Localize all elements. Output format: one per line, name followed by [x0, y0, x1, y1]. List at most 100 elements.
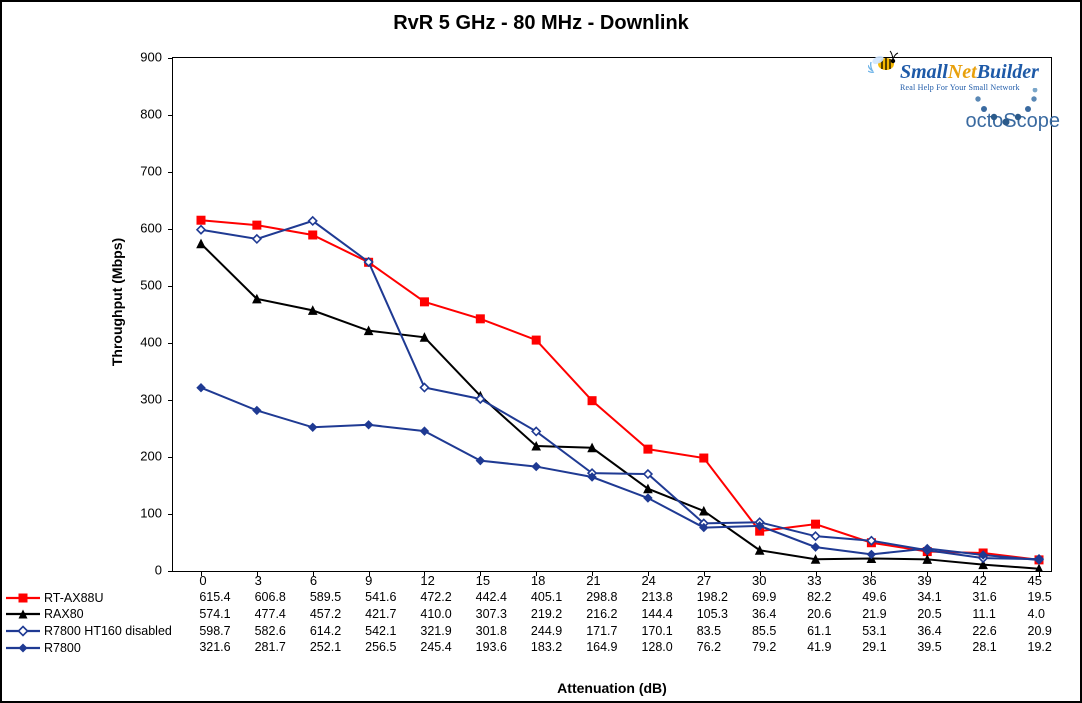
y-tick-label: 600 — [122, 221, 162, 236]
series-marker-rt-ax88u — [420, 298, 428, 306]
y-tick-label: 900 — [122, 50, 162, 65]
x-category-cell: 6 — [310, 572, 365, 589]
legend-label: R7800 — [44, 641, 81, 655]
data-cell: 606.8 — [255, 589, 310, 606]
data-cell: 216.2 — [586, 606, 641, 623]
snb-text-small: Small — [900, 61, 948, 83]
octoscope-logo: octoScope — [872, 110, 1062, 133]
series-marker-r7800 — [644, 494, 652, 502]
series-marker-rt-ax88u — [197, 216, 205, 224]
series-marker-rax80 — [197, 240, 205, 248]
data-cell: 589.5 — [310, 589, 365, 606]
legend-swatch-rt-ax88u — [6, 591, 40, 605]
series-marker-r7800-ht160-disabled — [812, 532, 820, 540]
data-cell: 11.1 — [972, 606, 1027, 623]
x-category-cell: 12 — [420, 572, 475, 589]
data-cell: 198.2 — [697, 589, 752, 606]
legend-label: RAX80 — [44, 607, 84, 621]
series-marker-rt-ax88u — [253, 221, 261, 229]
data-cell: 252.1 — [310, 639, 365, 656]
series-marker-r7800-ht160-disabled — [476, 395, 484, 403]
series-marker-r7800 — [812, 543, 820, 551]
legend-swatch-r7800-ht160-disabled — [6, 624, 40, 638]
data-cell: 41.9 — [807, 639, 862, 656]
y-tick-label: 700 — [122, 164, 162, 179]
snb-text-net: Net — [948, 61, 977, 83]
chart-frame: RvR 5 GHz - 80 MHz - Downlink Throughput… — [0, 0, 1082, 703]
octoscope-dots-icon — [956, 88, 1056, 128]
data-table: 0369121518212427303336394245RT-AX88U615.… — [4, 572, 1052, 656]
legend-cell-r7800-ht160-disabled: R7800 HT160 disabled — [4, 622, 199, 639]
data-cell: 82.2 — [807, 589, 862, 606]
data-cell: 85.5 — [752, 622, 807, 639]
x-category-cell: 3 — [255, 572, 310, 589]
data-cell: 21.9 — [862, 606, 917, 623]
series-marker-r7800 — [476, 457, 484, 465]
series-marker-r7800 — [420, 427, 428, 435]
data-cell: 31.6 — [972, 589, 1027, 606]
data-cell: 61.1 — [807, 622, 862, 639]
y-tick-label: 800 — [122, 107, 162, 122]
y-tick-mark — [168, 286, 173, 287]
chart-title: RvR 5 GHz - 80 MHz - Downlink — [2, 12, 1080, 35]
data-cell: 69.9 — [752, 589, 807, 606]
data-cell: 53.1 — [862, 622, 917, 639]
chart-svg — [173, 58, 1051, 571]
series-line-rt-ax88u — [201, 220, 1039, 560]
data-cell: 256.5 — [365, 639, 420, 656]
data-cell: 19.2 — [1028, 639, 1052, 656]
series-marker-r7800 — [197, 384, 205, 392]
data-cell: 193.6 — [476, 639, 531, 656]
series-marker-r7800-ht160-disabled — [420, 384, 428, 392]
data-cell: 244.9 — [531, 622, 586, 639]
series-line-rax80 — [201, 244, 1039, 569]
data-cell: 410.0 — [420, 606, 475, 623]
x-category-cell: 18 — [531, 572, 586, 589]
data-cell: 213.8 — [641, 589, 696, 606]
series-marker-r7800 — [309, 423, 317, 431]
data-cell: 49.6 — [862, 589, 917, 606]
series-marker-rt-ax88u — [476, 315, 484, 323]
data-cell: 405.1 — [531, 589, 586, 606]
x-category-cell: 21 — [586, 572, 641, 589]
data-cell: 79.2 — [752, 639, 807, 656]
data-cell: 39.5 — [917, 639, 972, 656]
x-category-cell: 30 — [752, 572, 807, 589]
table-row: RAX80574.1477.4457.2421.7410.0307.3219.2… — [4, 606, 1052, 623]
data-cell: 19.5 — [1028, 589, 1052, 606]
data-cell: 171.7 — [586, 622, 641, 639]
series-marker-rt-ax88u — [700, 454, 708, 462]
series-marker-r7800-ht160-disabled — [253, 235, 261, 243]
data-cell: 183.2 — [531, 639, 586, 656]
data-cell: 83.5 — [697, 622, 752, 639]
data-cell: 582.6 — [255, 622, 310, 639]
y-tick-label: 500 — [122, 278, 162, 293]
series-marker-rt-ax88u — [644, 445, 652, 453]
series-line-r7800-ht160-disabled — [201, 221, 1039, 559]
legend-cell-r7800: R7800 — [4, 639, 199, 656]
x-category-cell: 36 — [862, 572, 917, 589]
data-cell: 281.7 — [255, 639, 310, 656]
data-cell: 4.0 — [1028, 606, 1052, 623]
data-cell: 477.4 — [255, 606, 310, 623]
y-tick-label: 300 — [122, 392, 162, 407]
series-marker-rt-ax88u — [309, 231, 317, 239]
series-marker-rax80 — [700, 507, 708, 515]
data-cell: 76.2 — [697, 639, 752, 656]
data-cell: 22.6 — [972, 622, 1027, 639]
x-category-cell: 24 — [641, 572, 696, 589]
data-cell: 321.6 — [199, 639, 254, 656]
data-cell: 321.9 — [420, 622, 475, 639]
data-cell: 245.4 — [420, 639, 475, 656]
plot-area — [172, 57, 1052, 572]
data-cell: 598.7 — [199, 622, 254, 639]
data-cell: 170.1 — [641, 622, 696, 639]
data-cell: 442.4 — [476, 589, 531, 606]
legend-label: RT-AX88U — [44, 591, 104, 605]
table-row: RT-AX88U615.4606.8589.5541.6472.2442.440… — [4, 589, 1052, 606]
x-category-cell: 39 — [917, 572, 972, 589]
data-cell: 307.3 — [476, 606, 531, 623]
data-cell: 298.8 — [586, 589, 641, 606]
data-cell: 301.8 — [476, 622, 531, 639]
y-tick-label: 100 — [122, 506, 162, 521]
